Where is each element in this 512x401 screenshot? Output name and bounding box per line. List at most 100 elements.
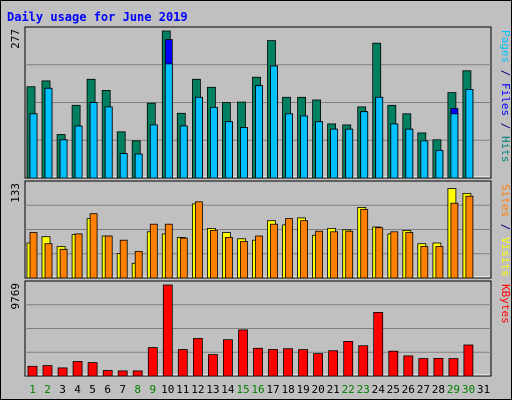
bar-pages-day-26	[405, 128, 414, 179]
bar-pages-day-29	[450, 113, 459, 179]
x-tick-label: 7	[119, 383, 126, 396]
bar-sites-day-19	[300, 220, 309, 279]
bar-sites-day-6	[104, 235, 113, 279]
legend-label-part: Files	[499, 83, 512, 116]
bar-kbytes-day-27	[418, 358, 429, 377]
bar-sites-day-11	[179, 237, 188, 279]
bar-kbytes-day-24	[373, 311, 384, 377]
bar-pages-day-3	[59, 139, 68, 179]
bar-pages-day-13	[209, 107, 218, 179]
bar-kbytes-day-6	[102, 370, 113, 377]
bar-pages-day-20	[315, 121, 324, 179]
legend-label-part: Visits	[499, 237, 512, 277]
legend-side-label: KBytes	[499, 284, 512, 324]
x-tick-label: 2	[44, 383, 51, 396]
bar-kbytes-day-4	[72, 361, 83, 377]
bar-sites-day-26	[405, 232, 414, 279]
bar-kbytes-day-2	[42, 365, 53, 377]
bar-sites-day-5	[89, 213, 98, 279]
y-max-label: 133	[9, 183, 22, 203]
x-tick-label: 28	[432, 383, 445, 396]
bar-kbytes-day-17	[268, 349, 278, 377]
panel-visits-sites: 133 Sites / Visits	[9, 180, 512, 279]
bar-kbytes-day-30	[463, 344, 474, 377]
legend-label-part: Pages	[499, 30, 512, 63]
bar-kbytes-day-21	[328, 350, 339, 377]
bar-sites-day-23	[360, 209, 369, 279]
y-max-label: 9769	[9, 283, 22, 310]
bar-sites-day-2	[44, 243, 53, 279]
bar-kbytes-day-8	[132, 370, 143, 377]
bar-pages-day-21	[330, 128, 339, 179]
x-tick-label: 8	[134, 383, 141, 396]
bar-pages-day-6	[104, 106, 113, 179]
bar-pages-day-19	[300, 115, 309, 179]
bar-kbytes-day-22	[343, 340, 354, 377]
bar-kbytes-day-3	[57, 367, 68, 377]
bar-kbytes-day-20	[313, 353, 324, 377]
x-tick-label: 24	[372, 383, 386, 396]
bar-pages-day-22	[345, 128, 354, 179]
y-max-label: 277	[9, 29, 22, 49]
x-tick-label: 3	[59, 383, 66, 396]
legend-label-part: /	[499, 217, 512, 237]
bar-kbytes-day-1	[27, 365, 38, 377]
bar-pages-day-10	[164, 63, 173, 179]
bar-kbytes-day-16	[253, 347, 263, 377]
x-tick-label: 13	[206, 383, 219, 396]
bar-pages-day-17	[270, 65, 278, 179]
x-tick-label: 27	[417, 383, 430, 396]
bar-pages-day-30	[465, 89, 474, 179]
x-tick-label: 29	[447, 383, 460, 396]
bar-pages-day-12	[194, 96, 203, 179]
bar-kbytes-day-11	[177, 349, 188, 377]
bar-pages-day-4	[74, 125, 83, 179]
bar-pages-day-16	[255, 85, 263, 179]
bar-kbytes-day-25	[388, 350, 399, 377]
bar-kbytes-day-28	[433, 357, 444, 377]
bar-sites-day-21	[330, 231, 339, 279]
bar-sites-day-8	[134, 250, 143, 279]
bar-kbytes-day-7	[117, 370, 128, 377]
x-tick-label: 20	[311, 383, 324, 396]
bar-kbytes-day-18	[283, 348, 293, 377]
bar-sites-day-16	[255, 235, 263, 279]
bar-kbytes-day-12	[192, 338, 203, 377]
x-tick-label: 11	[176, 383, 189, 396]
bar-pages-day-18	[285, 113, 293, 179]
x-tick-label: 26	[402, 383, 415, 396]
bar-sites-day-17	[270, 223, 278, 279]
x-tick-label: 18	[281, 383, 294, 396]
x-tick-label: 1	[29, 383, 36, 396]
panel-hits-files-pages: 277 Pages / Files / Hits	[9, 26, 512, 179]
bar-sites-day-29	[450, 202, 459, 279]
bar-pages-day-2	[44, 87, 53, 179]
bar-pages-day-14	[224, 121, 233, 179]
bar-kbytes-day-5	[87, 362, 98, 377]
bar-pages-day-15	[240, 127, 248, 179]
panel-kbytes: 9769 KBytes	[9, 280, 512, 377]
x-tick-label: 22	[342, 383, 355, 396]
bar-kbytes-day-23	[358, 345, 369, 377]
bar-pages-day-1	[29, 113, 38, 179]
chart-title: Daily usage for June 2019	[7, 10, 188, 24]
bar-sites-day-27	[420, 246, 429, 279]
bar-sites-day-1	[29, 232, 38, 279]
bar-sites-day-9	[149, 223, 158, 279]
x-tick-label: 30	[462, 383, 475, 396]
bar-kbytes-day-29	[448, 358, 459, 377]
x-tick-label: 23	[357, 383, 370, 396]
x-tick-label: 31	[477, 383, 490, 396]
bar-pages-day-5	[89, 102, 98, 179]
x-tick-label: 15	[236, 383, 249, 396]
bar-sites-day-24	[375, 227, 384, 279]
legend-side-label: Sites / Visits	[499, 184, 512, 277]
bar-kbytes-day-14	[222, 339, 233, 377]
bar-sites-day-12	[194, 201, 203, 279]
bar-pages-day-11	[179, 125, 188, 179]
legend-label-part: /	[499, 116, 512, 136]
legend-side-label: Pages / Files / Hits	[499, 30, 512, 163]
x-tick-label: 14	[221, 383, 235, 396]
